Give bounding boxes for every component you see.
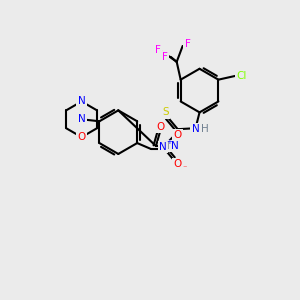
Text: O: O	[174, 159, 182, 169]
Text: O: O	[77, 132, 86, 142]
Text: N: N	[78, 114, 86, 124]
Text: H: H	[201, 124, 208, 134]
Text: H: H	[162, 141, 170, 151]
Text: +: +	[166, 139, 172, 145]
Text: N: N	[78, 97, 86, 106]
Text: N: N	[192, 124, 200, 134]
Text: N: N	[171, 141, 178, 151]
Text: F: F	[162, 52, 168, 62]
Text: N: N	[159, 142, 167, 152]
Text: Cl: Cl	[236, 71, 246, 81]
Text: O: O	[157, 122, 165, 132]
Text: O: O	[174, 130, 182, 140]
Text: F: F	[185, 39, 191, 49]
Text: ⁻: ⁻	[182, 163, 187, 172]
Text: S: S	[163, 107, 169, 117]
Text: F: F	[155, 45, 161, 55]
